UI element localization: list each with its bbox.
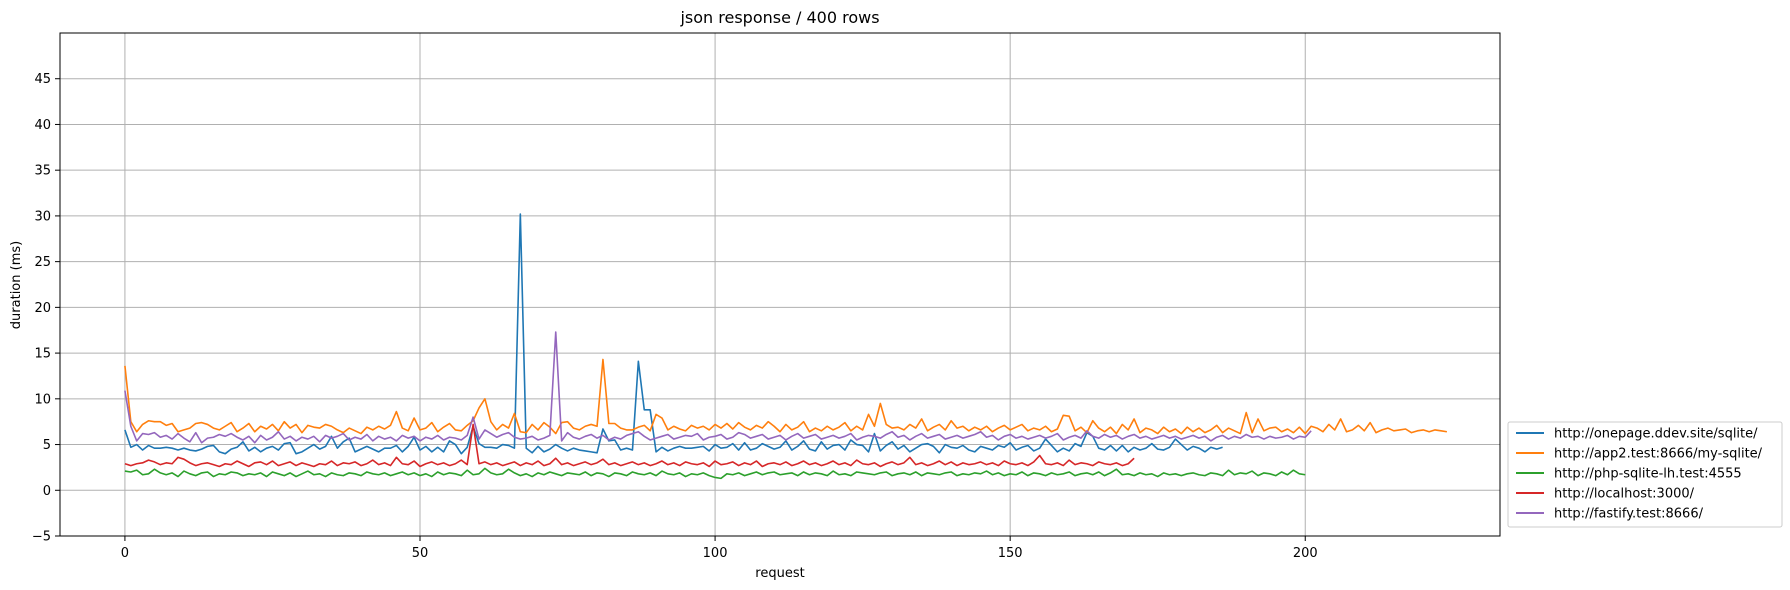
plot-frame [59, 32, 1501, 537]
x-axis-label: request [755, 566, 804, 581]
series-line-1 [124, 213, 1223, 455]
y-tick-label: 35 [34, 164, 51, 179]
y-tick-label: 20 [34, 301, 51, 316]
x-tick-label: 100 [703, 546, 728, 561]
legend: http://onepage.ddev.site/sqlite/http://a… [1507, 421, 1783, 528]
x-tick-label: 200 [1293, 546, 1318, 561]
series-layer [124, 213, 1448, 480]
y-axis-label: duration (ms) [9, 241, 24, 329]
y-tick-label: 10 [34, 392, 51, 407]
series-line-4 [124, 423, 1135, 468]
y-tick-label: 15 [34, 347, 51, 362]
y-tick-label: 0 [43, 484, 51, 499]
legend-label-3: http://php-sqlite-lh.test:4555 [1554, 467, 1742, 482]
legend-label-2: http://app2.test:8666/my-sqlite/ [1554, 447, 1763, 462]
legend-label-5: http://fastify.test:8666/ [1554, 507, 1704, 522]
y-tick-label: 45 [34, 72, 51, 87]
legend-label-4: http://localhost:3000/ [1554, 487, 1695, 502]
series-line-3 [124, 467, 1306, 480]
legend-label-1: http://onepage.ddev.site/sqlite/ [1554, 427, 1758, 442]
y-tick-label: −5 [32, 530, 51, 545]
y-tick-label: 30 [34, 209, 51, 224]
y-tick-label: 5 [43, 438, 51, 453]
x-tick-label: 0 [121, 546, 129, 561]
chart-title: json response / 400 rows [679, 8, 879, 27]
y-tick-label: 40 [34, 118, 51, 133]
legend-box [1507, 421, 1783, 528]
series-line-5 [124, 331, 1312, 444]
series-line-2 [124, 358, 1448, 435]
x-tick-label: 50 [412, 546, 429, 561]
x-tick-label: 150 [998, 546, 1023, 561]
y-tick-label: 25 [34, 255, 51, 270]
tick-labels: 0 50 100 150 200 −5 0 5 10 15 20 25 30 35 40 45 [32, 72, 1318, 561]
grid [60, 33, 1500, 537]
